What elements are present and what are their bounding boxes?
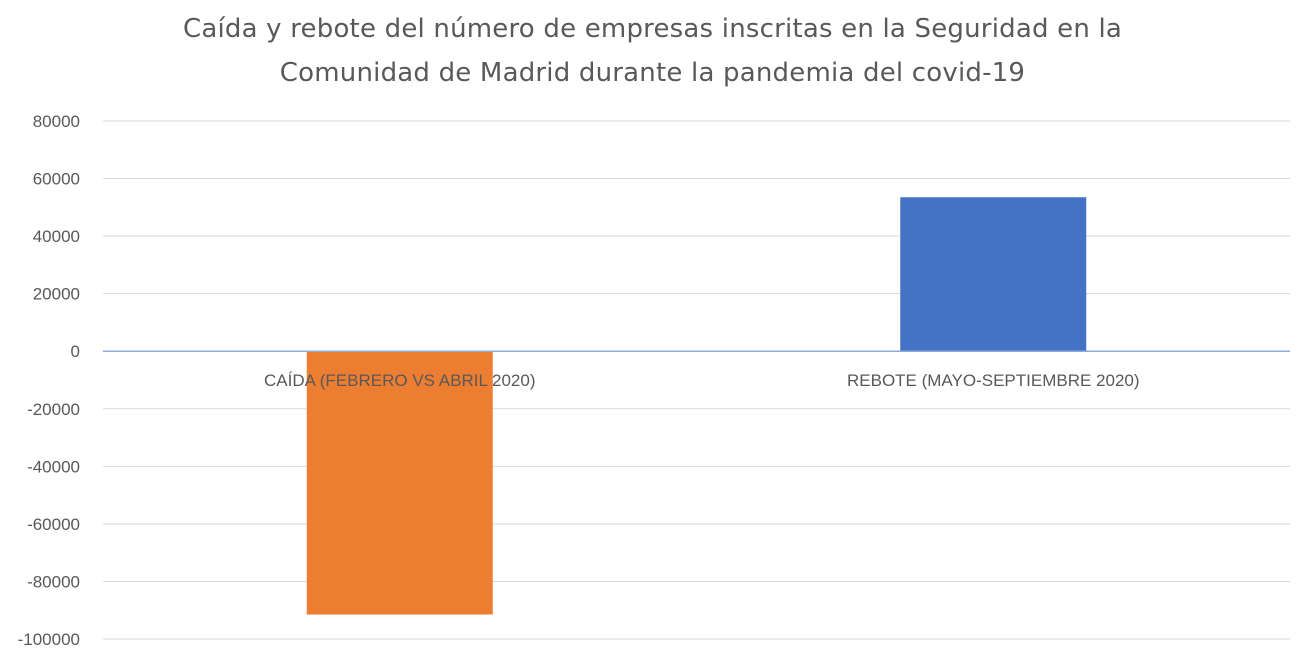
category-label: CAÍDA (FEBRERO VS ABRIL 2020) xyxy=(264,371,535,390)
y-tick-label: 40000 xyxy=(33,227,80,246)
y-tick-label: 20000 xyxy=(33,285,80,304)
bar xyxy=(306,351,493,615)
y-tick-label: 0 xyxy=(71,342,80,361)
y-tick-label: -20000 xyxy=(27,400,80,419)
y-tick-label: -40000 xyxy=(27,457,80,476)
chart-title-line-2: Comunidad de Madrid durante la pandemia … xyxy=(279,58,1026,88)
y-tick-label: -60000 xyxy=(27,515,80,534)
category-label: REBOTE (MAYO-SEPTIEMBRE 2020) xyxy=(847,371,1140,390)
y-tick-label: 60000 xyxy=(33,170,80,189)
chart-title-line-1: Caída y rebote del número de empresas in… xyxy=(182,14,1123,44)
bar xyxy=(900,197,1087,352)
y-tick-label: -80000 xyxy=(27,572,80,591)
y-tick-label: 80000 xyxy=(33,112,80,131)
y-tick-label: -100000 xyxy=(18,630,80,649)
